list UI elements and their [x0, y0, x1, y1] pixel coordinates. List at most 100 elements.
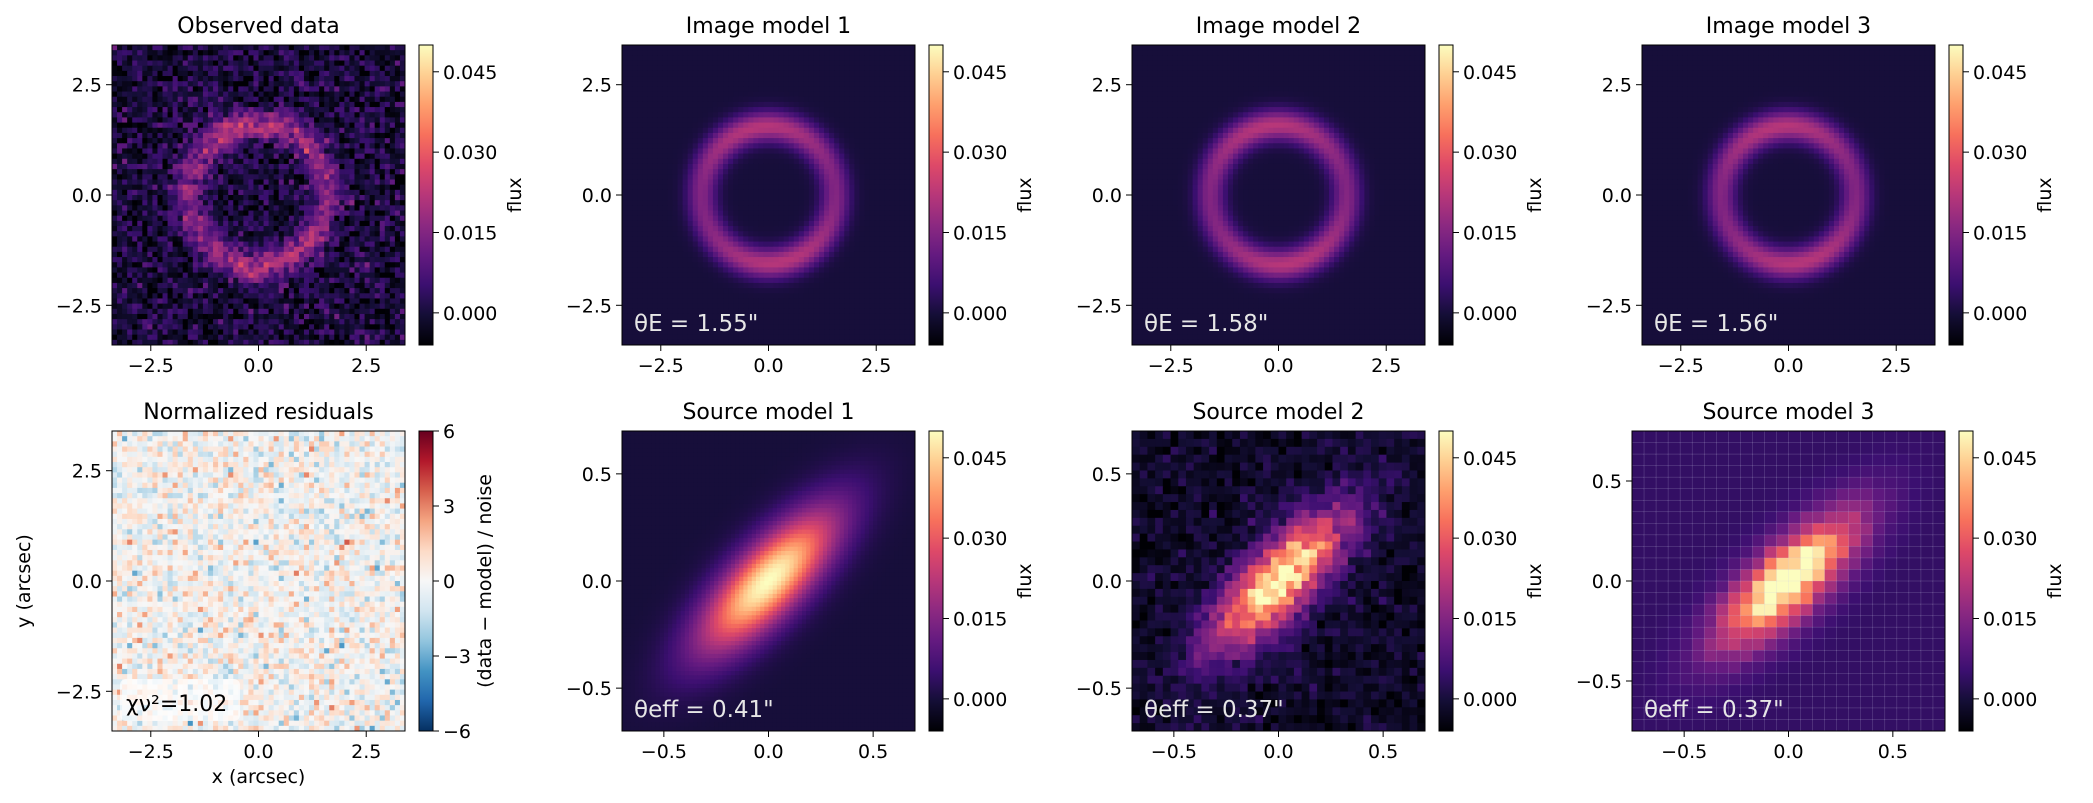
- panel-annotation: θE = 1.55": [634, 311, 758, 337]
- y-tick-label: −0.5: [566, 678, 612, 700]
- colorbar: [928, 430, 944, 732]
- y-tick-label: 0.0: [582, 185, 612, 207]
- colorbar-tick-label: 0.000: [1463, 303, 1517, 325]
- y-tick-label: 0.0: [72, 571, 102, 593]
- panel-title: Image model 3: [1706, 14, 1871, 39]
- colorbar-tick-label: 0.015: [443, 223, 497, 245]
- heatmap-image: [1632, 431, 1945, 731]
- x-tick-label: 0.5: [1878, 741, 1908, 763]
- colorbar-tick-label: 0.000: [953, 689, 1007, 711]
- colorbar-tick-label: 6: [443, 421, 455, 443]
- colorbar: [418, 430, 434, 732]
- panel-title: Observed data: [177, 14, 339, 39]
- colorbar-tick-label: 0.015: [1973, 223, 2027, 245]
- x-tick-label: 2.5: [351, 741, 381, 763]
- colorbar-tick-label: 0.045: [953, 448, 1007, 470]
- panel-annotation: θeff = 0.41": [634, 697, 774, 723]
- y-tick-label: 0.5: [1592, 471, 1622, 493]
- colorbar-tick-label: 0.030: [1463, 528, 1517, 550]
- colorbar-label: flux: [1014, 563, 1036, 598]
- y-tick-label: 0.0: [72, 185, 102, 207]
- colorbar-tick-label: 0.045: [1463, 448, 1517, 470]
- panel-1: Observed data −2.5 0.0 2.5 −2.5 0.0 2.5 0.000 0.…: [56, 14, 526, 377]
- colorbar: [928, 44, 944, 346]
- panel-title: Source model 3: [1702, 400, 1874, 425]
- heatmap-image: [622, 431, 915, 731]
- x-tick-label: 0.0: [1263, 741, 1293, 763]
- colorbar-tick-label: 0.015: [1463, 609, 1517, 631]
- panel-annotation: θE = 1.58": [1144, 311, 1268, 337]
- colorbar-tick-label: 0.045: [1973, 62, 2027, 84]
- y-tick-label: 0.0: [1092, 185, 1122, 207]
- x-tick-label: 0.0: [1773, 355, 1803, 377]
- heatmap-image: [112, 431, 405, 731]
- colorbar-tick-label: 0.015: [1983, 609, 2037, 631]
- x-tick-label: 2.5: [1371, 355, 1401, 377]
- colorbar: [1958, 430, 1974, 732]
- colorbar-tick-label: 0.030: [953, 528, 1007, 550]
- y-tick-label: −2.5: [56, 295, 102, 317]
- colorbar: [418, 44, 434, 346]
- y-tick-label: 0.0: [1602, 185, 1632, 207]
- panel-8: Source model 3 −0.5 0.0 0.5 −0.5 0.0 0.5 θeff =…: [1576, 400, 2066, 763]
- x-tick-label: −2.5: [1148, 355, 1194, 377]
- colorbar-tick-label: 0.045: [1983, 448, 2037, 470]
- colorbar: [1948, 44, 1964, 346]
- panel-5: Normalized residuals −2.5 0.0 2.5 −2.5 0.0 2.5…: [13, 400, 496, 788]
- x-tick-label: −0.5: [641, 741, 687, 763]
- y-tick-label: 2.5: [72, 75, 102, 97]
- colorbar-label: flux: [504, 177, 526, 212]
- y-tick-label: 2.5: [582, 75, 612, 97]
- heatmap-image: [1642, 45, 1935, 345]
- x-tick-label: 0.5: [858, 741, 888, 763]
- colorbar-tick-label: 0.015: [1463, 223, 1517, 245]
- heatmap-image: [1132, 45, 1425, 345]
- y-tick-label: 0.0: [1092, 571, 1122, 593]
- x-tick-label: −2.5: [128, 355, 174, 377]
- colorbar-tick-label: −3: [443, 646, 471, 668]
- panel-title: Image model 1: [686, 14, 851, 39]
- colorbar-label: flux: [2034, 177, 2056, 212]
- y-tick-label: 2.5: [1092, 75, 1122, 97]
- panel-annotation: θeff = 0.37": [1644, 697, 1784, 723]
- y-tick-label: −2.5: [566, 295, 612, 317]
- y-tick-label: 0.5: [1092, 464, 1122, 486]
- colorbar-label: flux: [1524, 563, 1546, 598]
- colorbar-tick-label: 0.030: [1463, 142, 1517, 164]
- x-tick-label: 0.0: [753, 741, 783, 763]
- x-tick-label: 0.0: [753, 355, 783, 377]
- x-tick-label: 0.5: [1368, 741, 1398, 763]
- y-tick-label: 0.5: [582, 464, 612, 486]
- y-tick-label: 2.5: [1602, 75, 1632, 97]
- y-tick-label: 0.0: [1592, 571, 1622, 593]
- heatmap-image: [112, 45, 405, 345]
- x-tick-label: −2.5: [1658, 355, 1704, 377]
- colorbar: [1438, 430, 1454, 732]
- colorbar-tick-label: 0.000: [953, 303, 1007, 325]
- colorbar-label: (data − model) / noise: [474, 474, 496, 688]
- heatmap-image: [1132, 431, 1425, 731]
- colorbar-tick-label: 0: [443, 571, 455, 593]
- colorbar-tick-label: 0.045: [953, 62, 1007, 84]
- colorbar-tick-label: 0.030: [1983, 528, 2037, 550]
- x-tick-label: 2.5: [861, 355, 891, 377]
- x-tick-label: −0.5: [1151, 741, 1197, 763]
- colorbar-tick-label: 0.015: [953, 609, 1007, 631]
- x-axis-label: x (arcsec): [212, 766, 306, 788]
- panel-annotation: χν²=1.02: [126, 692, 227, 717]
- y-tick-label: 0.0: [582, 571, 612, 593]
- colorbar-tick-label: 0.000: [443, 303, 497, 325]
- x-tick-label: −2.5: [638, 355, 684, 377]
- colorbar-tick-label: 0.015: [953, 223, 1007, 245]
- y-axis-label: y (arcsec): [13, 534, 35, 628]
- colorbar-tick-label: 3: [443, 496, 455, 518]
- x-tick-label: 0.0: [1263, 355, 1293, 377]
- y-tick-label: −2.5: [56, 681, 102, 703]
- colorbar-label: flux: [1524, 177, 1546, 212]
- y-tick-label: −0.5: [1076, 678, 1122, 700]
- panel-4: Image model 3 −2.5 0.0 2.5 −2.5 0.0 2.5 θE = 1.…: [1586, 14, 2056, 377]
- colorbar-tick-label: 0.030: [1973, 142, 2027, 164]
- colorbar-label: flux: [1014, 177, 1036, 212]
- colorbar-label: flux: [2044, 563, 2066, 598]
